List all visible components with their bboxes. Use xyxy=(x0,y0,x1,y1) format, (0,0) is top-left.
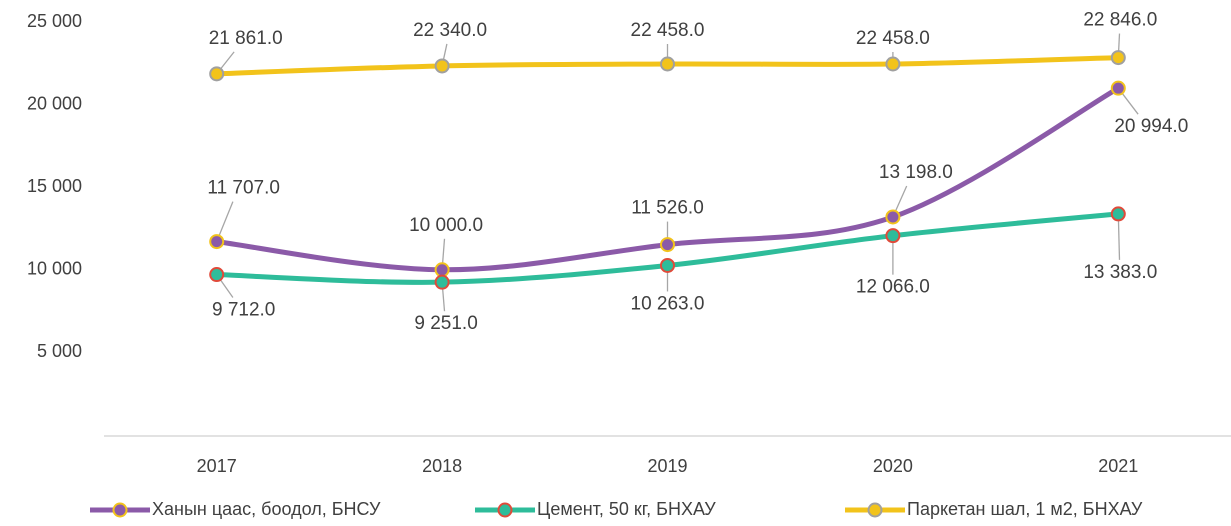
marker xyxy=(885,56,901,72)
y-tick-label: 10 000 xyxy=(27,259,82,279)
marker xyxy=(885,228,901,244)
data-label: 10 000.0 xyxy=(409,215,483,236)
data-label: 9 712.0 xyxy=(212,300,275,321)
data-label: 10 263.0 xyxy=(631,293,705,314)
marker xyxy=(434,274,450,290)
data-label: 22 340.0 xyxy=(413,20,487,41)
legend-label: Паркетан шал, 1 м2, БНХАУ xyxy=(907,499,1143,519)
x-tick-label: 2019 xyxy=(647,456,687,476)
marker xyxy=(209,66,225,82)
x-tick-label: 2018 xyxy=(422,456,462,476)
x-tick-label: 2020 xyxy=(873,456,913,476)
x-tick-label: 2017 xyxy=(197,456,237,476)
y-tick-label: 20 000 xyxy=(27,93,82,113)
legend-marker xyxy=(497,502,513,518)
marker xyxy=(1110,50,1126,66)
data-label: 13 198.0 xyxy=(879,162,953,183)
legend-label: Цемент, 50 кг, БНХАУ xyxy=(537,499,716,519)
legend-marker xyxy=(112,502,128,518)
data-label: 22 458.0 xyxy=(631,20,705,41)
data-label: 20 994.0 xyxy=(1114,116,1188,137)
marker xyxy=(1110,206,1126,222)
marker xyxy=(660,237,675,253)
data-label: 12 066.0 xyxy=(856,277,930,298)
data-label: 11 526.0 xyxy=(631,198,704,219)
legend-label: Ханын цаас, боодол, БНСУ xyxy=(152,499,381,519)
y-tick-label: 5 000 xyxy=(37,341,82,361)
marker xyxy=(434,58,450,74)
data-label: 22 846.0 xyxy=(1083,10,1157,31)
marker xyxy=(660,257,675,273)
marker xyxy=(434,262,450,278)
data-label: 11 707.0 xyxy=(207,178,280,199)
data-label: 13 383.0 xyxy=(1083,262,1157,283)
marker xyxy=(209,267,225,283)
data-label: 21 861.0 xyxy=(209,28,283,49)
marker xyxy=(660,56,675,72)
data-label: 9 251.0 xyxy=(414,313,477,334)
marker xyxy=(885,209,901,225)
marker xyxy=(1110,80,1126,96)
leader-line xyxy=(1117,213,1121,260)
y-tick-label: 15 000 xyxy=(27,176,82,196)
data-label: 22 458.0 xyxy=(856,28,930,49)
x-tick-label: 2021 xyxy=(1098,456,1138,476)
y-tick-label: 25 000 xyxy=(27,11,82,31)
legend-marker xyxy=(867,502,883,518)
marker xyxy=(209,234,225,250)
